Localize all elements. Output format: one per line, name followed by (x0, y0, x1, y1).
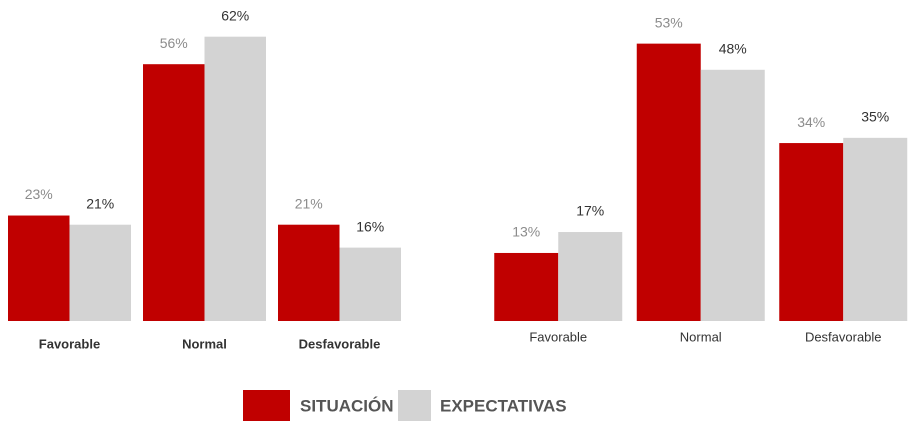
bar (636, 43, 701, 322)
legend-swatch (243, 390, 290, 421)
data-label: 16% (356, 218, 384, 234)
x-tick-label: Normal (680, 329, 722, 344)
data-label: 13% (512, 224, 540, 240)
data-label: 34% (797, 114, 825, 130)
x-tick-label: Favorable (39, 336, 100, 351)
legend-swatch (398, 390, 431, 421)
x-tick-label: Normal (182, 336, 227, 351)
legend-label: EXPECTATIVAS (440, 396, 567, 415)
data-label: 35% (861, 109, 889, 125)
data-label: 21% (86, 195, 114, 211)
bar (143, 64, 205, 321)
bar (843, 137, 908, 321)
bar (558, 232, 623, 321)
data-label: 17% (576, 203, 604, 219)
x-tick-label: Favorable (529, 329, 587, 344)
bar (339, 247, 401, 321)
bar (8, 215, 70, 321)
x-tick-label: Desfavorable (805, 329, 882, 344)
data-label: 48% (719, 41, 747, 57)
data-label: 21% (295, 195, 323, 211)
x-tick-label: Desfavorable (299, 336, 381, 351)
bar (69, 224, 131, 321)
bar (204, 36, 266, 321)
data-label: 23% (25, 186, 53, 202)
bar (494, 252, 559, 321)
legend-label: SITUACIÓN (300, 396, 394, 415)
data-label: 56% (160, 35, 188, 51)
bar (700, 69, 765, 321)
data-label: 53% (655, 14, 683, 30)
bar (779, 143, 844, 321)
data-label: 62% (221, 7, 249, 23)
bar (278, 224, 340, 321)
